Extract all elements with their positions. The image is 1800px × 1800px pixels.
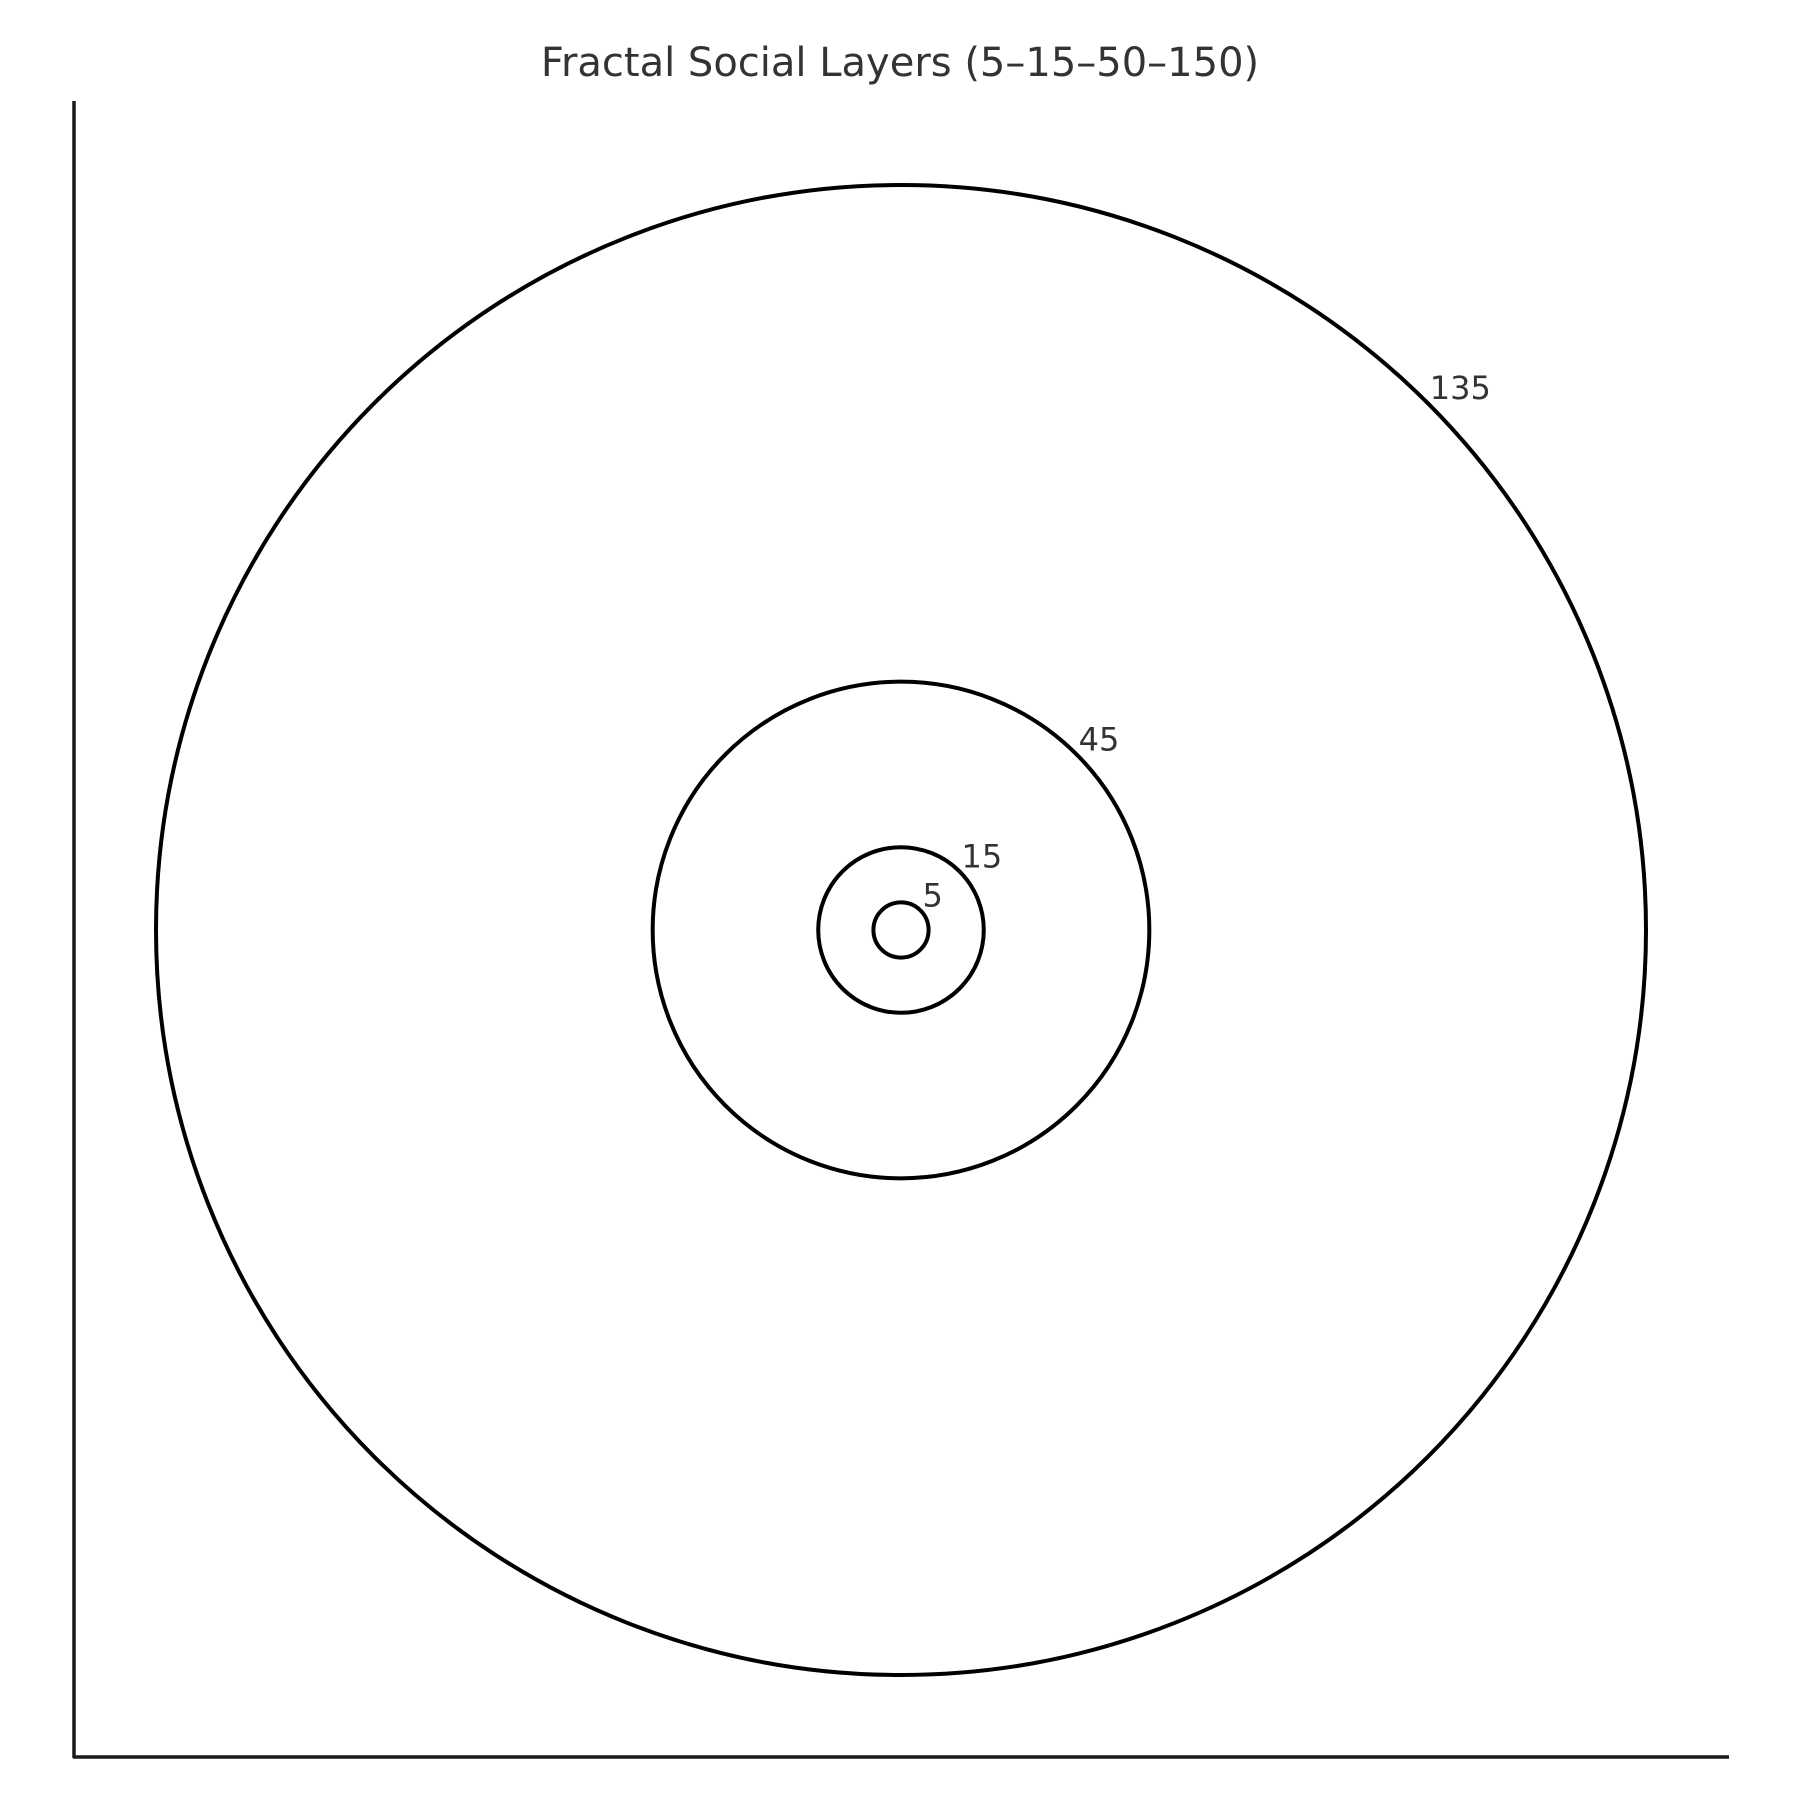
layer-label-45: 45 [1079,720,1120,758]
layer-rings [154,183,1648,1677]
layer-label-5: 5 [923,877,943,915]
layer-ring-45 [650,679,1152,1181]
layer-ring-5 [871,900,931,960]
layer-ring-135 [154,183,1648,1677]
layer-label-135: 135 [1430,369,1491,407]
layer-label-15: 15 [962,838,1003,876]
layer-labels: 5 15 45 135 [923,369,1491,914]
chart-title: Fractal Social Layers (5–15–50–150) [541,40,1259,86]
layer-ring-15 [816,845,986,1015]
